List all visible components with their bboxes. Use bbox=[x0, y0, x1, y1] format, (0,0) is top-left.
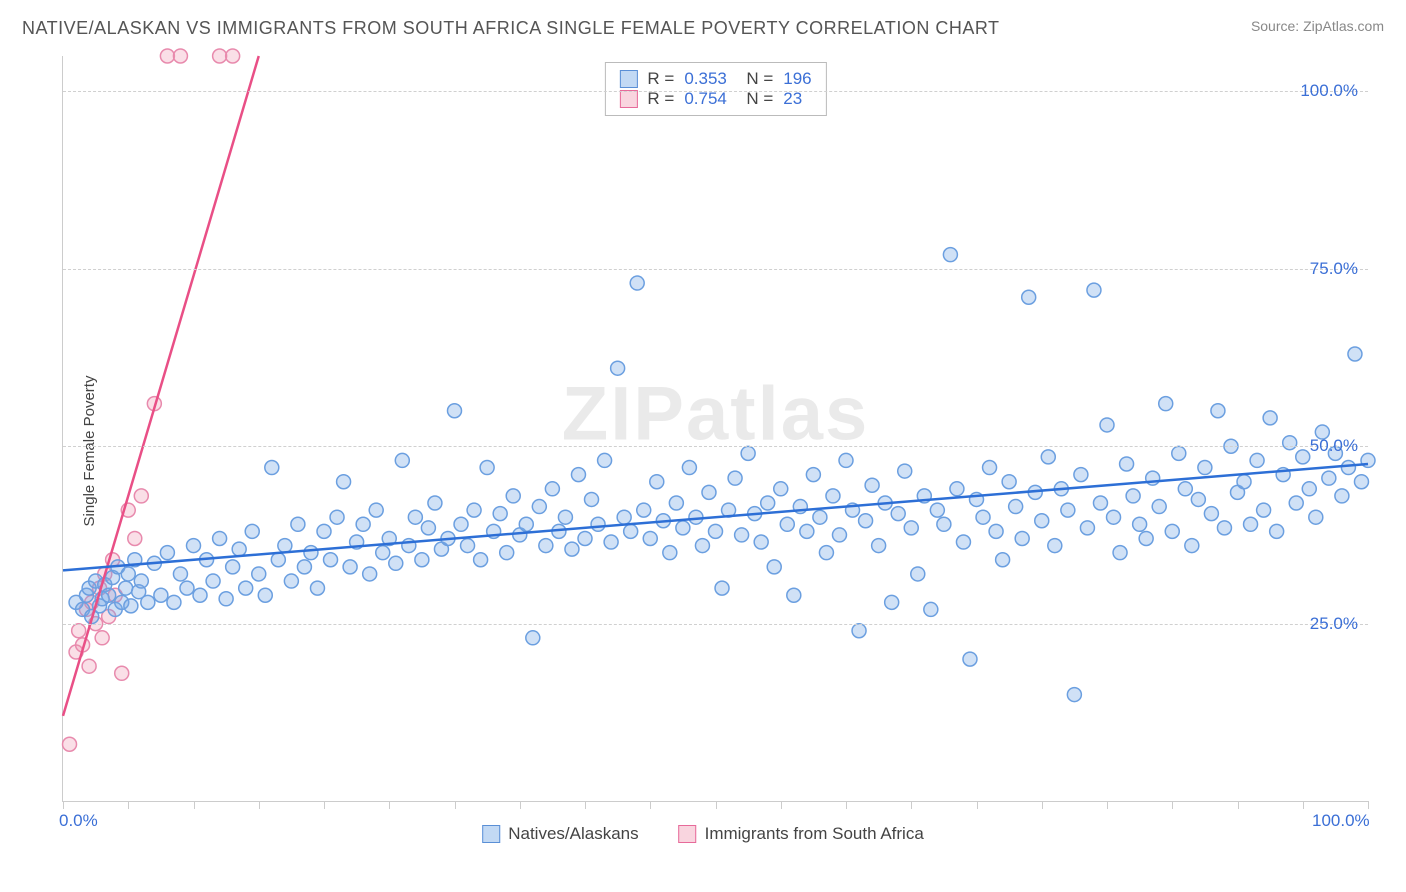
legend-item-pink: Immigrants from South Africa bbox=[679, 824, 924, 844]
source-prefix: Source: bbox=[1251, 18, 1303, 34]
source-attribution: Source: ZipAtlas.com bbox=[1251, 18, 1384, 34]
header: NATIVE/ALASKAN VS IMMIGRANTS FROM SOUTH … bbox=[0, 0, 1406, 47]
y-tick-label: 25.0% bbox=[1310, 614, 1358, 634]
chart-title: NATIVE/ALASKAN VS IMMIGRANTS FROM SOUTH … bbox=[22, 18, 1000, 39]
source-name: ZipAtlas.com bbox=[1303, 18, 1384, 34]
x-tick-label: 0.0% bbox=[59, 811, 98, 831]
pink-swatch-icon bbox=[619, 90, 637, 108]
y-tick-label: 50.0% bbox=[1310, 436, 1358, 456]
pink-swatch-icon bbox=[679, 825, 697, 843]
correlation-legend: R = 0.353 N = 196 R = 0.754 N = 23 bbox=[604, 62, 826, 116]
series-legend: Natives/Alaskans Immigrants from South A… bbox=[482, 824, 924, 844]
x-tick-label: 100.0% bbox=[1312, 811, 1370, 831]
r-label: R = bbox=[647, 69, 674, 89]
legend-item-blue: Natives/Alaskans bbox=[482, 824, 638, 844]
blue-r-value: 0.353 bbox=[684, 69, 727, 89]
pink-series-label: Immigrants from South Africa bbox=[705, 824, 924, 844]
y-tick-label: 100.0% bbox=[1300, 81, 1358, 101]
n-label: N = bbox=[737, 69, 773, 89]
blue-series-label: Natives/Alaskans bbox=[508, 824, 638, 844]
plot-area: ZIPatlas R = 0.353 N = 196 R = 0.754 N =… bbox=[62, 56, 1368, 802]
plot-svg bbox=[63, 56, 1368, 801]
legend-row-blue: R = 0.353 N = 196 bbox=[619, 69, 811, 89]
blue-n-value: 196 bbox=[783, 69, 811, 89]
chart-container: Single Female Poverty ZIPatlas R = 0.353… bbox=[20, 56, 1386, 846]
blue-swatch-icon bbox=[619, 70, 637, 88]
y-tick-label: 75.0% bbox=[1310, 259, 1358, 279]
blue-swatch-icon bbox=[482, 825, 500, 843]
